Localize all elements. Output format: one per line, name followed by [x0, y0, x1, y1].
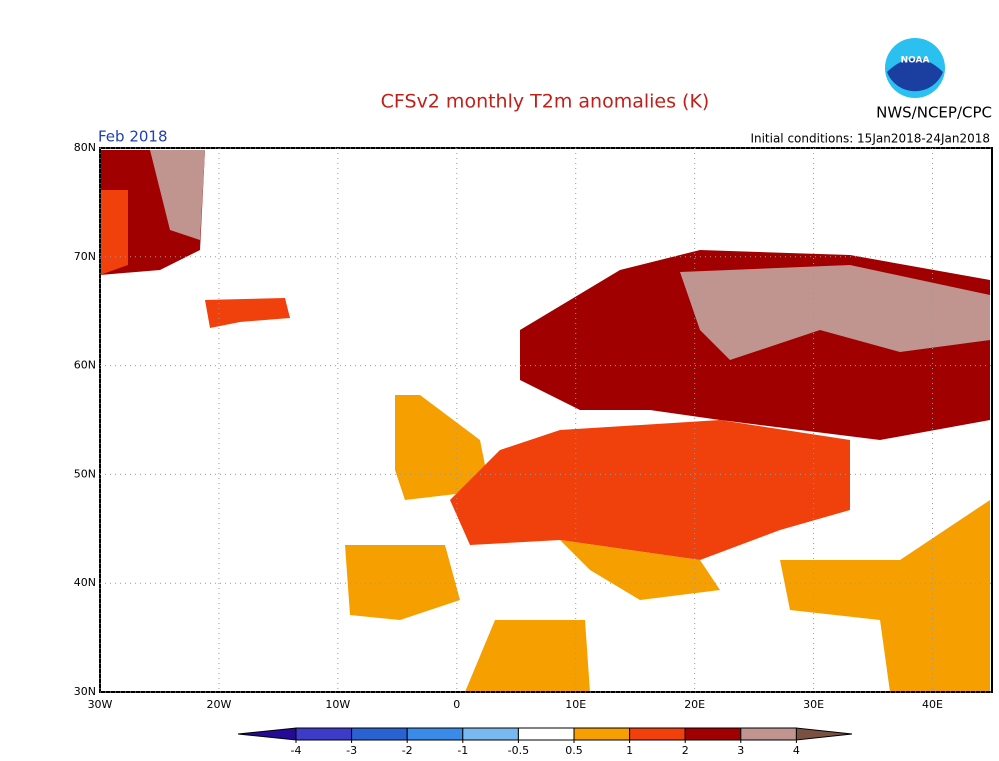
colorbar-segment — [629, 727, 686, 741]
agency: NWS/NCEP/CPC — [876, 104, 992, 122]
logo-text: NOAA — [901, 56, 930, 66]
colorbar-label: -3 — [346, 744, 357, 757]
colorbar-segment — [573, 727, 631, 741]
anomaly-map — [100, 150, 990, 692]
y-tick-label: 30N — [74, 685, 96, 698]
x-tick-label: 0 — [453, 698, 460, 711]
region — [205, 298, 290, 328]
colorbar-segment — [295, 727, 353, 741]
region — [780, 500, 990, 692]
colorbar-segment — [462, 727, 519, 741]
x-tick-label: 30E — [803, 698, 824, 711]
region — [680, 265, 990, 360]
colorbar-label: -0.5 — [508, 744, 529, 757]
colorbar-segment — [517, 727, 575, 741]
colorbar-label: 3 — [737, 744, 744, 757]
colorbar-segment — [406, 727, 464, 741]
month-label: Feb 2018 — [98, 128, 168, 146]
y-tick-label: 40N — [74, 576, 96, 589]
region — [345, 545, 460, 620]
region — [560, 540, 720, 600]
colorbar-label: 0.5 — [565, 744, 583, 757]
y-tick-label: 60N — [74, 359, 96, 372]
region — [450, 420, 850, 560]
region — [465, 620, 590, 692]
region — [150, 150, 205, 240]
x-tick-label: 20W — [206, 698, 231, 711]
logo-band — [887, 58, 943, 92]
x-tick-label: 30W — [88, 698, 113, 711]
title: CFSv2 monthly T2m anomalies (K) — [381, 91, 710, 113]
colorbar-label: 1 — [626, 744, 633, 757]
colorbar-segment — [740, 727, 797, 741]
colorbar-label: -1 — [457, 744, 468, 757]
colorbar-arrow — [795, 727, 853, 741]
region — [395, 395, 490, 500]
initial-conditions: Initial conditions: 15Jan2018-24Jan2018 — [750, 132, 990, 146]
colorbar-segment — [684, 727, 742, 741]
colorbar-label: -2 — [402, 744, 413, 757]
x-tick-label: 10E — [565, 698, 586, 711]
region — [100, 190, 128, 275]
x-tick-label: 10W — [325, 698, 350, 711]
x-tick-label: 40E — [922, 698, 943, 711]
x-tick-label: 20E — [684, 698, 705, 711]
colorbar-arrow — [237, 727, 297, 741]
y-tick-label: 50N — [74, 467, 96, 480]
colorbar-label: 2 — [682, 744, 689, 757]
colorbar-label: -4 — [291, 744, 302, 757]
y-tick-label: 80N — [74, 141, 96, 154]
colorbar-segment — [351, 727, 408, 741]
y-tick-label: 70N — [74, 250, 96, 263]
colorbar-label: 4 — [793, 744, 800, 757]
